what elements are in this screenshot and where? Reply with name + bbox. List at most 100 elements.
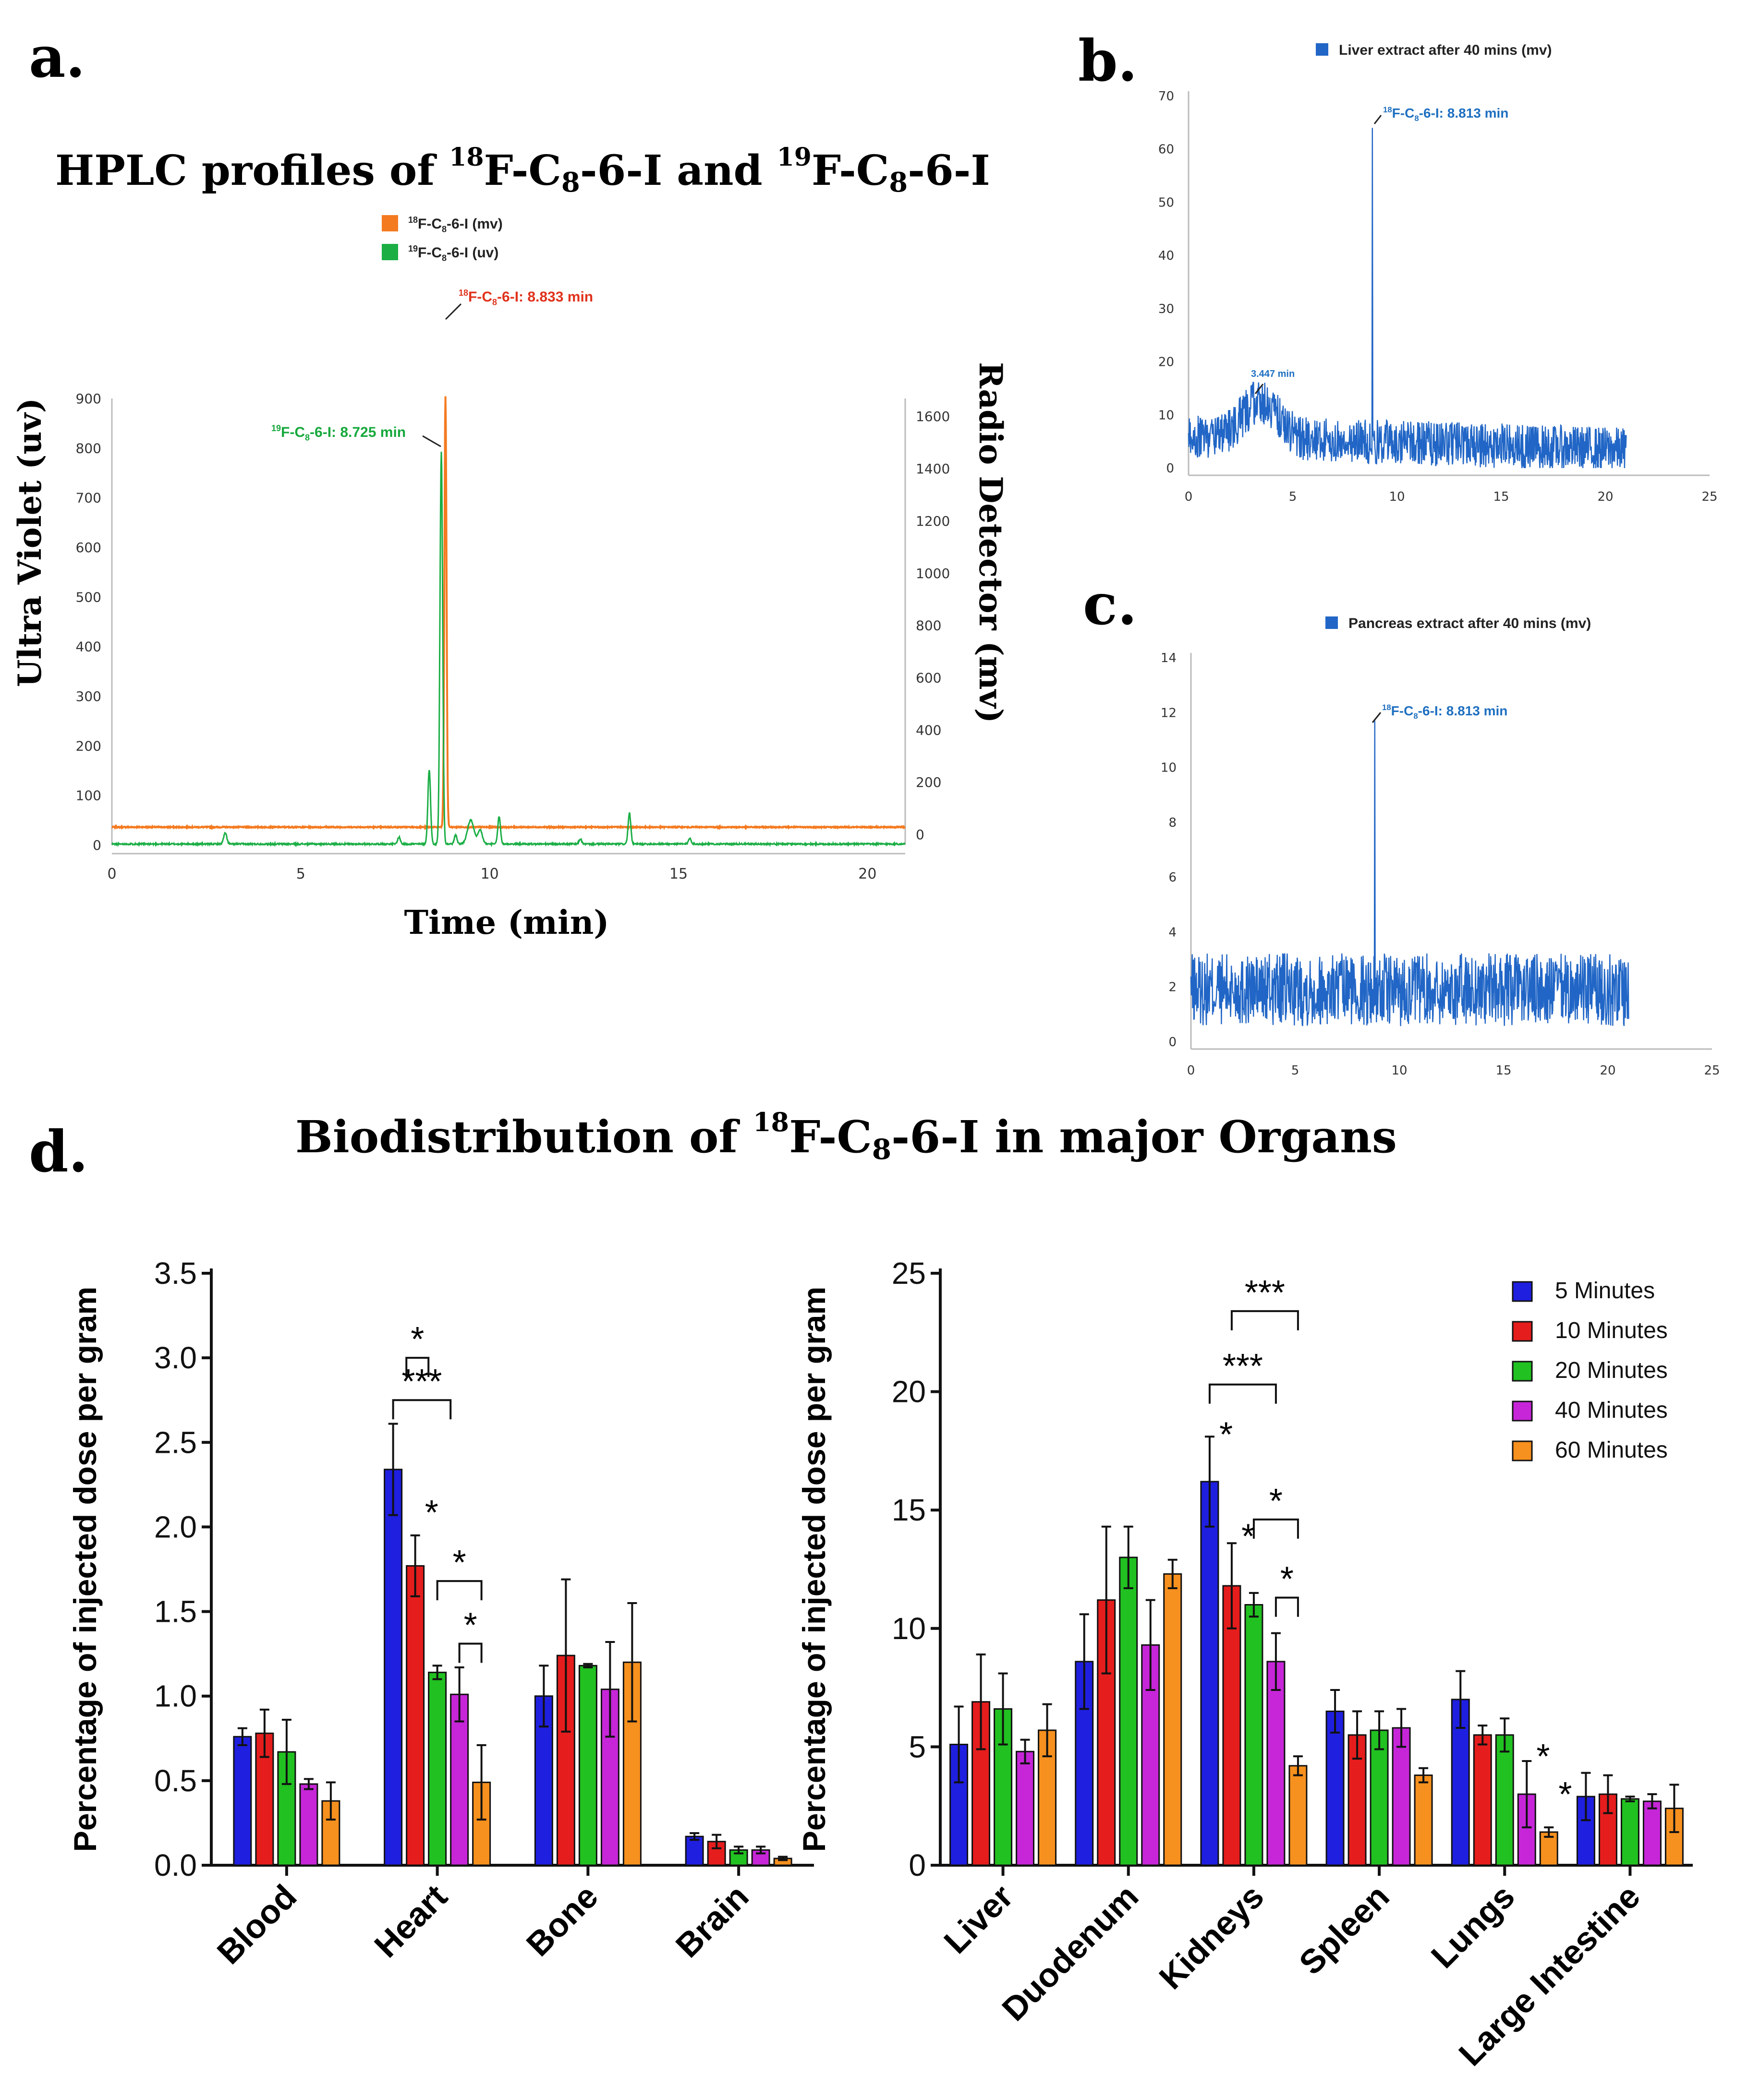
chart-c-xtick: 25 bbox=[1704, 1063, 1720, 1078]
chart-d-right-y-label: Percentage of injected dose per gram bbox=[796, 1287, 832, 1852]
chart-b-ytick: 20 bbox=[1158, 355, 1174, 370]
chart-b-annot-arrow-hump bbox=[1254, 384, 1264, 394]
hplc-annot-19f-tail: -6-I: 8.725 min bbox=[310, 424, 406, 440]
chart-c-ytick: 0 bbox=[1168, 1035, 1177, 1050]
hplc-ytick-right: 200 bbox=[916, 774, 941, 790]
chart-c-legend-label: Pancreas extract after 40 mins (mv) bbox=[1348, 616, 1591, 631]
hplc-title-mid2: F-C bbox=[812, 146, 889, 195]
chart-d-right-bar bbox=[1222, 1585, 1241, 1866]
chart-b-annot-peak-text: F-C bbox=[1392, 106, 1415, 121]
hplc-ytick-right: 1200 bbox=[916, 513, 950, 529]
liver-extract-chart: 0 10 20 30 40 50 60 70 0 5 10 15 20 25 Liver extract a… bbox=[1158, 42, 1718, 504]
chart-c-legend-swatch bbox=[1325, 616, 1338, 629]
chart-d-right-bar bbox=[1370, 1729, 1389, 1866]
hplc-title-mid: F-C bbox=[484, 146, 561, 195]
chart-b-annot-hump: 3.447 min bbox=[1251, 369, 1295, 379]
hplc-title-sub2: 8 bbox=[889, 167, 908, 198]
hplc-ytick-left: 700 bbox=[76, 490, 101, 506]
chart-b-annot-arrow bbox=[1373, 115, 1382, 124]
chart-c-ytick: 4 bbox=[1168, 925, 1177, 940]
biodist-title: Biodistribution of 18F-C8-6-I in major O… bbox=[295, 1107, 1397, 1166]
hplc-legend-label-sub: 8 bbox=[442, 253, 447, 263]
biodist-title-sub: 8 bbox=[872, 1133, 891, 1166]
hplc-x-label: Time (min) bbox=[404, 904, 609, 942]
chart-b-ytick: 70 bbox=[1158, 89, 1174, 104]
panel-label-c: c. bbox=[1083, 571, 1137, 638]
biodist-legend-label: 5 Minutes bbox=[1555, 1278, 1655, 1303]
hplc-annot-18f: 18F-C8-6-I: 8.833 min bbox=[459, 288, 593, 307]
chart-d-left-bar bbox=[233, 1736, 252, 1866]
chart-d-right-bar bbox=[1266, 1661, 1286, 1866]
chart-d-right-category-label: Duodenum bbox=[995, 1877, 1146, 2028]
chart-d-right-category-label: Liver bbox=[937, 1877, 1020, 1960]
chart-b-annot-peak-tail: -6-I: 8.813 min bbox=[1419, 106, 1509, 121]
chart-d-left-sig-label: *** bbox=[401, 1363, 442, 1401]
chart-b-xtick: 25 bbox=[1701, 490, 1717, 504]
chart-d-left-bar bbox=[428, 1671, 447, 1866]
biodist-chart-right: 0 5 10 15 20 25 Percentage of injected dose pe… bbox=[796, 1256, 1693, 2073]
hplc-ytick-right: 1400 bbox=[916, 461, 950, 477]
biodist-title-iso: 18 bbox=[753, 1107, 789, 1137]
hplc-series-19f bbox=[111, 451, 906, 847]
chart-c-annot-peak-iso: 18 bbox=[1382, 703, 1391, 712]
chart-b-ytick: 10 bbox=[1158, 408, 1174, 422]
hplc-ytick-left: 800 bbox=[76, 440, 101, 456]
hplc-legend-label-text: F-C bbox=[418, 245, 442, 261]
chart-d-right-bar bbox=[1495, 1734, 1514, 1866]
chart-c-ytick: 10 bbox=[1161, 761, 1177, 775]
chart-c-annot-peak-text: F-C bbox=[1391, 703, 1414, 718]
hplc-title-prefix: HPLC profiles of bbox=[55, 146, 449, 195]
biodist-chart-left: 0.0 0.5 1.0 1.5 2.0 2.5 3.0 3.5 Percentage of in… bbox=[67, 1256, 814, 1971]
chart-d-left-sig-bracket bbox=[405, 1357, 430, 1377]
chart-d-left-bar bbox=[299, 1783, 318, 1866]
hplc-annot-19f-iso: 19 bbox=[271, 423, 281, 433]
chart-c-annot-arrow bbox=[1372, 712, 1382, 723]
hplc-title-tail2: -6-I bbox=[908, 146, 990, 195]
chart-d-left-bar bbox=[556, 1654, 575, 1866]
hplc-ytick-left: 500 bbox=[76, 589, 101, 605]
chart-d-right-sig-bracket bbox=[1208, 1383, 1277, 1404]
chart-b-trace bbox=[1188, 128, 1627, 469]
chart-d-left-bar bbox=[406, 1565, 425, 1866]
biodist-legend-swatch bbox=[1512, 1281, 1533, 1302]
chart-d-right-bar bbox=[1288, 1765, 1308, 1866]
chart-d-right-ytick: 15 bbox=[892, 1493, 926, 1527]
chart-b-legend-label: Liver extract after 40 mins (mv) bbox=[1339, 42, 1552, 58]
chart-d-right-category-label: Lungs bbox=[1424, 1877, 1522, 1975]
chart-d-left-sig-label: * bbox=[464, 1606, 477, 1645]
chart-c-ytick: 6 bbox=[1168, 870, 1177, 885]
chart-d-left-sig-star: * bbox=[425, 1494, 438, 1532]
chart-c-ytick: 8 bbox=[1168, 816, 1177, 830]
chart-b-ytick: 50 bbox=[1158, 195, 1174, 210]
hplc-legend-label-iso: 19 bbox=[408, 244, 418, 253]
biodist-legend-swatch bbox=[1512, 1321, 1533, 1342]
chart-d-right-sig-star: * bbox=[1558, 1775, 1572, 1814]
hplc-annot-18f-iso: 18 bbox=[459, 288, 468, 298]
chart-c-xtick: 5 bbox=[1291, 1063, 1299, 1078]
panel-label-a: a. bbox=[29, 24, 85, 90]
hplc-xtick: 0 bbox=[107, 866, 116, 882]
hplc-title-tail1: -6-I and bbox=[580, 146, 777, 195]
biodist-title-prefix: Biodistribution of bbox=[295, 1111, 753, 1163]
biodist-legend-label: 20 Minutes bbox=[1555, 1358, 1668, 1383]
hplc-ytick-right: 800 bbox=[916, 618, 941, 634]
hplc-xtick: 15 bbox=[669, 866, 688, 882]
biodist-title-text: F-C bbox=[789, 1111, 872, 1163]
hplc-title-iso1: 18 bbox=[449, 143, 484, 172]
hplc-annot-19f-sub: 8 bbox=[305, 433, 310, 443]
chart-d-left-category-label: Bone bbox=[519, 1877, 605, 1963]
chart-d-right-sig-star: * bbox=[1536, 1738, 1550, 1776]
hplc-legend-label: 19F-C8-6-I (uv) bbox=[408, 244, 498, 263]
chart-c-xtick: 15 bbox=[1495, 1063, 1511, 1078]
biodist-legend-label: 10 Minutes bbox=[1555, 1318, 1668, 1343]
hplc-annot-18f-sub: 8 bbox=[492, 298, 497, 307]
pancreas-extract-chart: 0 2 4 6 8 10 12 14 0 5 10 15 20 25 Pancreas extract af… bbox=[1161, 616, 1720, 1078]
chart-b-xtick: 10 bbox=[1389, 490, 1405, 504]
chart-b-annot-peak: 18F-C8-6-I: 8.813 min bbox=[1383, 105, 1508, 123]
chart-d-left-category-label: Heart bbox=[367, 1877, 455, 1965]
chart-d-left-ytick: 3.0 bbox=[154, 1340, 197, 1375]
hplc-ytick-right: 600 bbox=[916, 670, 941, 686]
chart-d-right-sig-star: * bbox=[1219, 1415, 1233, 1454]
chart-b-ytick: 40 bbox=[1158, 249, 1174, 263]
chart-d-right-ytick: 25 bbox=[892, 1256, 926, 1291]
